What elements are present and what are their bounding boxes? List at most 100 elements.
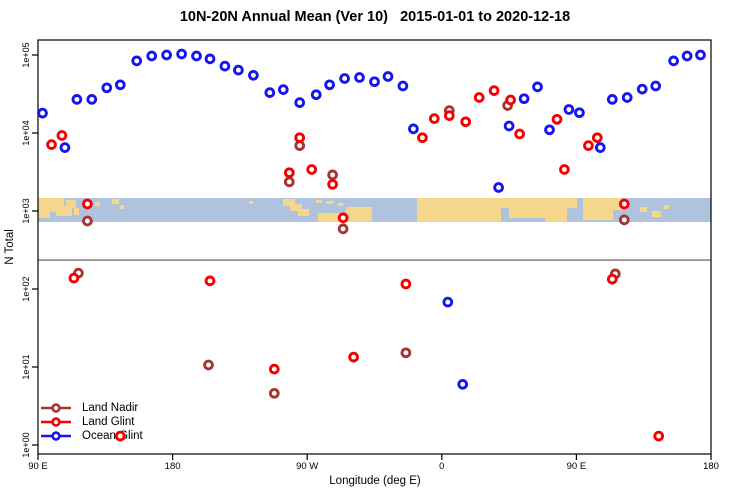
- data-point-land-nadir: [82, 215, 93, 227]
- data-point-ocean-glint: [606, 94, 618, 105]
- data-point-land-nadir: [203, 359, 214, 371]
- data-point-ocean-glint: [544, 124, 555, 136]
- data-point-ocean-glint: [532, 81, 543, 93]
- data-point-land-glint: [653, 430, 665, 442]
- y-tick-label: 1e+01: [21, 354, 31, 379]
- plot-border: [37, 39, 712, 455]
- y-tick-label: 1e+02: [21, 276, 31, 301]
- data-point-land-glint: [327, 178, 338, 190]
- data-point-land-nadir: [400, 347, 412, 359]
- data-point-land-glint: [551, 113, 563, 125]
- data-point-land-glint: [417, 132, 428, 144]
- data-point-ocean-glint: [650, 80, 662, 92]
- data-point-ocean-glint: [248, 69, 259, 81]
- data-point-ocean-glint: [457, 378, 469, 390]
- x-tick-label: 180: [165, 461, 181, 472]
- map-band-land: [283, 199, 295, 206]
- y-tick-label: 1e+00: [21, 432, 31, 457]
- data-point-ocean-glint: [518, 93, 530, 105]
- data-point-land-glint: [348, 351, 359, 363]
- data-point-ocean-glint: [668, 55, 679, 67]
- data-point-land-glint: [400, 278, 412, 290]
- data-point-ocean-glint: [408, 123, 419, 135]
- data-point-land-glint: [46, 139, 57, 150]
- map-band-land: [652, 211, 661, 217]
- map-band-land: [298, 209, 309, 216]
- data-point-land-glint: [337, 212, 349, 224]
- data-point-land-glint: [591, 132, 603, 144]
- map-band-land: [74, 208, 79, 215]
- data-point-land-nadir: [337, 223, 349, 235]
- map-band-land: [583, 198, 613, 220]
- chart-title: 10N-20N Annual Mean (Ver 10) 2015-01-01 …: [179, 9, 571, 25]
- data-point-ocean-glint: [397, 80, 409, 92]
- legend-item-ocean-glint: Ocean Glint: [40, 429, 143, 443]
- map-band-land: [501, 198, 509, 208]
- data-point-land-glint: [268, 363, 280, 375]
- data-point-ocean-glint: [695, 49, 706, 61]
- y-tick-label: 1e+04: [21, 120, 31, 145]
- map-band-land: [120, 205, 124, 209]
- data-point-land-glint: [618, 198, 630, 210]
- map-band-land: [66, 200, 76, 208]
- data-point-ocean-glint: [354, 72, 365, 83]
- data-point-land-glint: [283, 167, 295, 179]
- land-nadir-symbol-icon: [41, 403, 71, 413]
- map-band-land: [56, 206, 72, 216]
- data-point-ocean-glint: [161, 49, 172, 61]
- data-point-land-glint: [460, 116, 472, 128]
- map-band-land: [664, 205, 669, 209]
- data-point-land-glint: [56, 130, 68, 141]
- data-point-land-nadir: [283, 176, 295, 188]
- data-point-ocean-glint: [264, 87, 276, 98]
- data-point-ocean-glint: [574, 107, 585, 119]
- data-point-ocean-glint: [442, 296, 454, 308]
- data-point-ocean-glint: [493, 182, 504, 193]
- data-point-land-glint: [68, 272, 80, 284]
- map-band-land: [613, 198, 621, 210]
- data-point-land-glint: [204, 275, 216, 287]
- data-point-land-glint: [114, 430, 126, 442]
- map-band-land: [346, 207, 372, 222]
- data-point-land-glint: [583, 140, 594, 151]
- data-point-land-nadir: [618, 214, 630, 226]
- legend-item-land-glint: Land Glint: [40, 415, 143, 429]
- legend-label: Land Glint: [82, 416, 135, 428]
- map-band-land: [95, 202, 100, 206]
- x-tick-label: 0: [439, 461, 444, 472]
- data-point-ocean-glint: [503, 120, 515, 132]
- map-band-land: [326, 201, 334, 204]
- data-point-land-glint: [473, 92, 485, 103]
- data-point-ocean-glint: [59, 142, 71, 153]
- x-tick-label: 180: [703, 461, 719, 472]
- data-point-ocean-glint: [636, 83, 648, 95]
- data-point-land-glint: [443, 110, 455, 121]
- map-band-land: [417, 198, 501, 222]
- data-point-ocean-glint: [621, 92, 633, 103]
- data-point-ocean-glint: [310, 89, 322, 101]
- data-point-ocean-glint: [277, 84, 289, 95]
- legend-label: Land Nadir: [82, 402, 139, 414]
- map-band-land: [545, 198, 567, 222]
- map-band-land: [338, 203, 343, 206]
- data-point-land-glint: [505, 94, 516, 106]
- data-point-land-glint: [606, 273, 618, 285]
- land-glint-symbol-icon: [41, 417, 71, 427]
- legend-label: Ocean Glint: [82, 430, 143, 442]
- map-band-land: [318, 213, 352, 222]
- y-tick-label: 1e+03: [21, 198, 31, 223]
- map-band-land: [112, 199, 119, 204]
- x-tick-label: 90 E: [28, 461, 48, 472]
- data-point-ocean-glint: [563, 104, 575, 115]
- data-point-ocean-glint: [114, 79, 126, 91]
- map-band-land: [567, 198, 577, 208]
- data-point-ocean-glint: [594, 142, 606, 153]
- data-point-ocean-glint: [86, 94, 98, 105]
- legend-item-land-nadir: Land Nadir: [40, 401, 143, 415]
- map-band-land: [38, 212, 50, 218]
- data-point-ocean-glint: [71, 94, 83, 105]
- legend: Land Nadir Land Glint Ocean Glint: [40, 401, 143, 443]
- data-point-land-glint: [306, 164, 318, 175]
- data-point-ocean-glint: [339, 73, 350, 84]
